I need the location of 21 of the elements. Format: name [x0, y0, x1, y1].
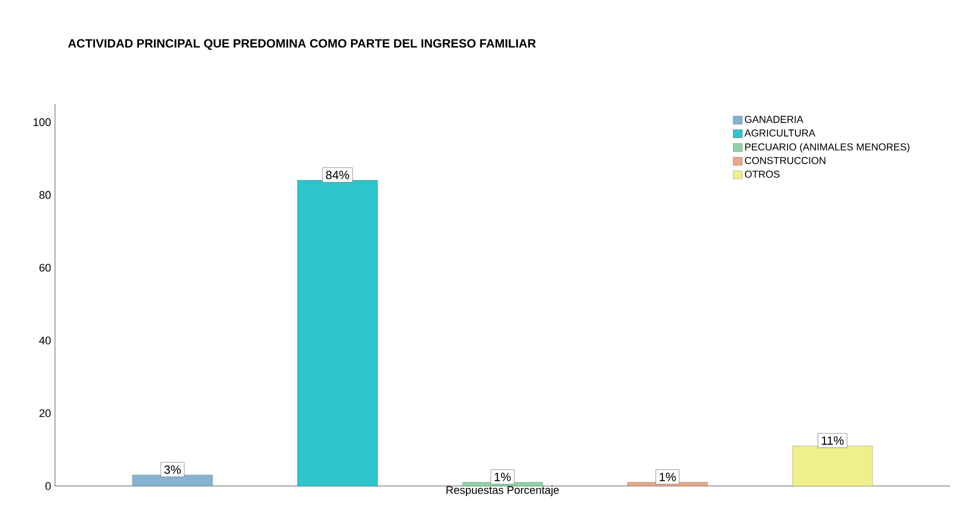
data-label: 1% [660, 472, 676, 482]
data-label: 1% [494, 472, 511, 482]
legend-label: PECUARIO (ANIMALES MENORES) [745, 143, 910, 152]
y-tick-label: 100 [34, 118, 51, 126]
y-tick-label: 0 [45, 482, 51, 490]
bar [132, 474, 213, 486]
legend-label: AGRICULTURA [744, 129, 816, 137]
y-tick-label: 20 [39, 409, 51, 418]
data-label: 3% [164, 465, 181, 474]
y-tick-label: 60 [39, 264, 51, 272]
y-tick-label: 80 [39, 191, 51, 199]
legend-label: CONSTRUCCION [744, 156, 826, 164]
x-axis-title: Respuestas Porcentaje [446, 486, 559, 496]
data-label: 84% [326, 170, 350, 180]
legend-label: GANADERIA [744, 116, 804, 123]
bar [297, 180, 378, 486]
legend-label: OTROS [744, 170, 780, 178]
y-tick-label: 40 [39, 336, 51, 344]
chart-title: ACTIVIDAD PRINCIPAL QUE PREDOMINA COMO PARTE DEL INGRESO FAMILIAR [68, 39, 536, 50]
data-label: 11% [822, 436, 844, 445]
bar [792, 446, 873, 486]
